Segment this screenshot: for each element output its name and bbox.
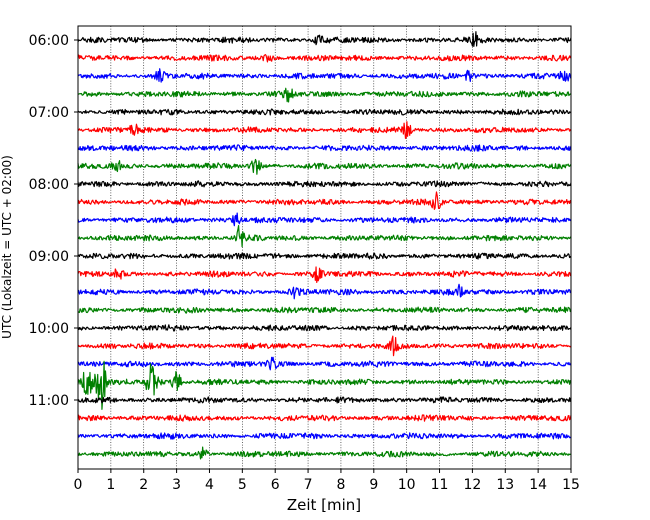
trace-0745 <box>77 158 572 175</box>
trace-1045 <box>77 360 572 410</box>
trace-0815 <box>77 191 572 210</box>
trace-0900 <box>77 252 572 260</box>
trace-1145 <box>77 446 572 460</box>
trace-1115 <box>77 414 572 422</box>
x-tick-label: 9 <box>369 477 378 493</box>
trace-0615 <box>77 53 572 63</box>
trace-0915 <box>77 266 572 284</box>
trace-1100 <box>77 396 572 404</box>
x-tick-label: 0 <box>74 477 83 493</box>
vertical-gridlines <box>110 26 539 469</box>
plot-frame <box>77 25 572 470</box>
x-tick-label: 3 <box>172 477 181 493</box>
y-tick-label: 10:00 <box>29 321 69 337</box>
y-tick-label: 09:00 <box>29 249 69 265</box>
x-tick-label: 15 <box>562 477 580 493</box>
x-tick-label: 13 <box>496 477 514 493</box>
x-tick-label: 4 <box>205 477 214 493</box>
trace-0830 <box>77 212 572 227</box>
y-tick-label: 06:00 <box>29 33 69 49</box>
trace-0945 <box>77 306 572 314</box>
x-tick-label: 6 <box>271 477 280 493</box>
trace-1015 <box>77 335 572 357</box>
y-axis-label: UTC (Lokalzeit = UTC + 02:00) <box>0 155 14 339</box>
trace-group <box>77 31 572 460</box>
x-tick-label: 12 <box>463 477 481 493</box>
trace-0730 <box>77 144 572 152</box>
trace-0630 <box>77 68 572 83</box>
x-tick-label: 11 <box>431 477 449 493</box>
y-tick-label: 08:00 <box>29 177 69 193</box>
x-axis-label: Zeit [min] <box>287 496 361 514</box>
x-tick-label: 2 <box>139 477 148 493</box>
x-tick-label: 7 <box>304 477 313 493</box>
trace-1000 <box>77 324 572 332</box>
trace-0800 <box>77 180 572 188</box>
trace-0600 <box>77 31 572 48</box>
trace-0845 <box>77 225 572 248</box>
trace-0645 <box>77 87 572 103</box>
trace-1030 <box>77 356 572 371</box>
x-tick-label: 5 <box>238 477 247 493</box>
trace-0715 <box>77 121 572 140</box>
y-axis-ticks: 06:00 07:00 08:00 09:00 10:00 11:00 <box>29 33 78 409</box>
x-tick-label: 1 <box>106 477 115 493</box>
trace-1130 <box>77 432 572 440</box>
y-tick-label: 07:00 <box>29 105 69 121</box>
x-axis-ticks: 0 1 2 3 4 5 6 7 8 9 10 11 12 13 14 15 <box>74 469 580 493</box>
x-tick-label: 8 <box>336 477 345 493</box>
trace-0930 <box>77 283 572 300</box>
y-tick-label: 11:00 <box>29 393 69 409</box>
trace-0700 <box>77 108 572 116</box>
x-tick-label: 14 <box>529 477 547 493</box>
x-tick-label: 10 <box>398 477 416 493</box>
